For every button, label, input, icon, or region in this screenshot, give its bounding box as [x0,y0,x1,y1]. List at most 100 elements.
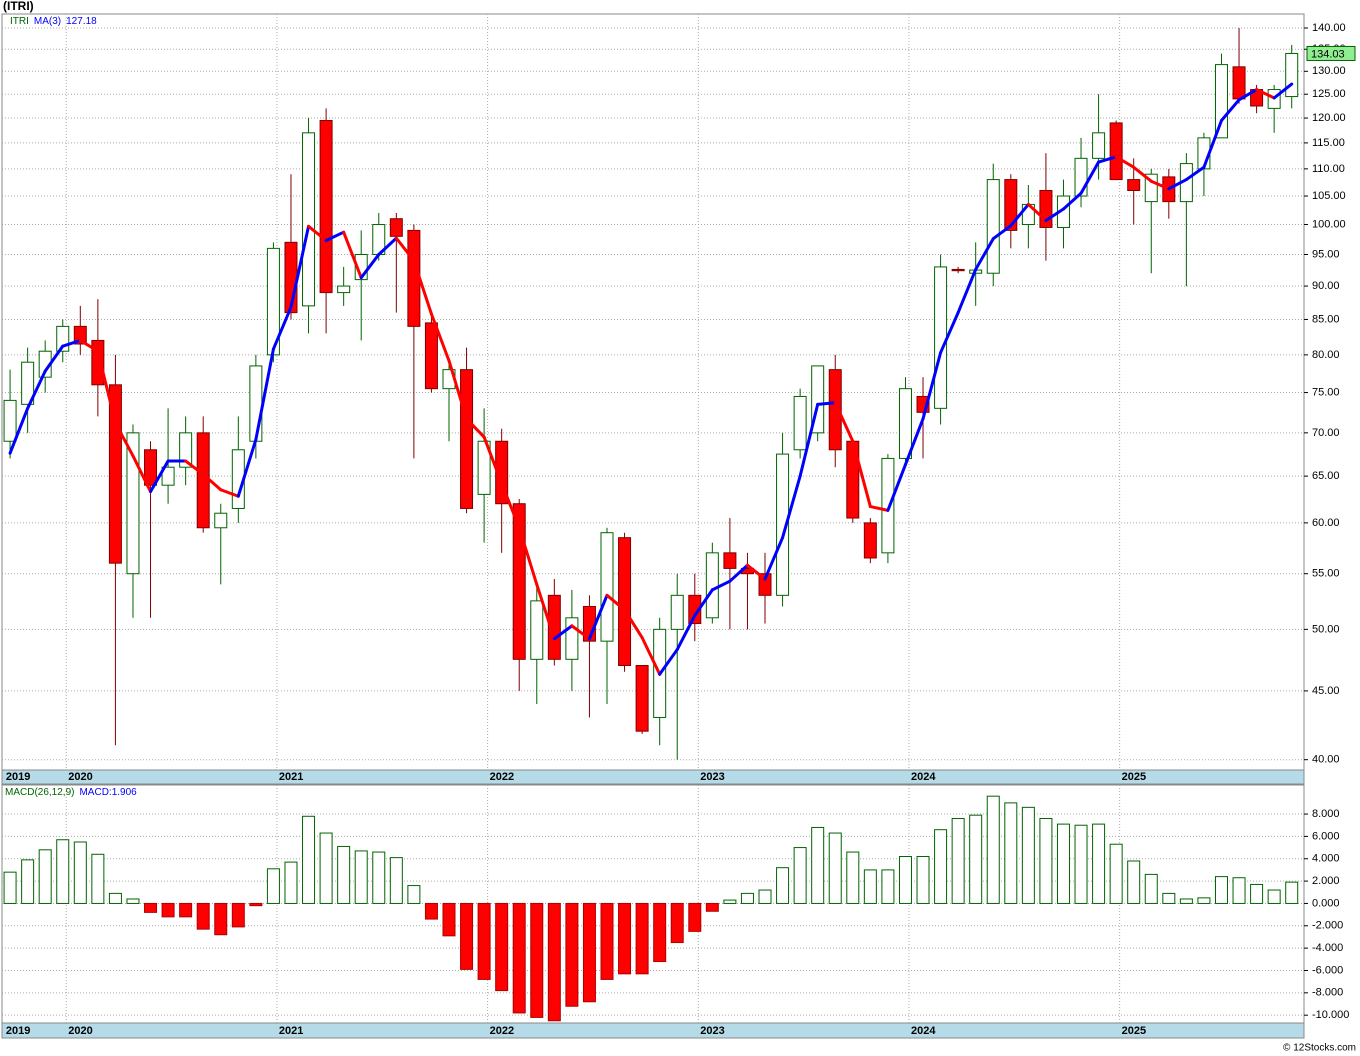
macd-bar [705,902,719,912]
ma-line [1272,82,1294,100]
macd-bar [407,885,421,904]
ma-line [394,236,416,263]
ma-line [623,608,644,640]
macd-bar [688,902,702,932]
candle-body [1214,64,1228,139]
ma-line [342,230,363,280]
y-tick-label: 100.00 [1312,218,1346,230]
macd-bar [196,902,210,930]
ma-line [833,401,855,443]
ma-line [8,406,30,455]
y-tick-label: -4.000 [1312,942,1343,954]
macd-bar [1074,824,1088,904]
candle-body [530,600,544,660]
candle-body [1092,132,1106,159]
candle-body [302,132,316,307]
macd-bar [389,857,403,904]
candle-body [565,617,579,660]
ma-line [605,593,627,612]
ma-line [26,369,47,410]
ma-line [219,488,240,498]
ma-line [1219,98,1241,122]
y-tick-label: 8.000 [1312,808,1340,820]
candle-body [1004,179,1018,231]
x-tick-label: 2021 [279,771,303,783]
y-tick-label: 95.00 [1312,248,1340,260]
candle-body [705,552,719,619]
legend: MACD(26,12,9) MACD:1.906 [5,787,137,798]
ma-line [974,237,995,271]
candle-body [424,322,438,390]
macd-bar [758,889,772,904]
candle-body [91,339,105,386]
candle-body [635,665,649,732]
ma-line [324,230,346,243]
candle-body [758,573,772,596]
candle-body [600,532,614,642]
ma-line [1132,165,1153,183]
macd-bar [863,869,877,904]
x-tick-label: 2020 [68,1025,92,1037]
macd-bar [1214,876,1228,904]
macd-bar [231,902,245,928]
macd-bar [951,818,965,904]
legend-entry: MA(3) [34,16,61,27]
x-tick-label: 2022 [490,771,514,783]
macd-bar [3,871,17,904]
y-tick-label: -10.000 [1312,1009,1349,1021]
ma-line [675,614,697,652]
macd-bar [811,826,825,904]
ma-line [1237,88,1259,102]
ma-line [307,224,328,243]
ma-line [710,579,732,592]
macd-bar [600,902,614,980]
ma-line [113,421,135,458]
y-tick-label: 60.00 [1312,517,1340,529]
y-tick-label: 2.000 [1312,875,1340,887]
ma-line [728,563,749,583]
macd-bar [1232,877,1246,904]
candle-body [793,395,807,451]
ma-line [1044,207,1065,222]
ma-line [1079,160,1101,195]
macd-bar [266,868,280,904]
candle-body [863,522,877,559]
last-price-box [1306,45,1356,61]
macd-bar [723,899,737,904]
ma-line [517,526,539,586]
ma-line [78,338,100,353]
candle-body [1127,179,1141,191]
y-tick-label: 110.00 [1312,163,1345,175]
y-tick-label: 6.000 [1312,830,1340,842]
page-title: (ITRI) [3,0,34,13]
ma-line [1026,202,1048,222]
macd-bar [1127,860,1141,904]
macd-bar [828,832,842,904]
macd-bar [126,898,140,904]
x-tick-label: 2019 [6,771,30,783]
ma-line [377,236,398,256]
ma-line [1097,155,1118,164]
ma-line [991,224,1013,241]
candle-body [688,594,702,625]
candle-body [214,512,228,529]
candle-body [670,594,684,630]
ma-line [956,267,978,315]
candle-body [389,218,403,237]
candle-body [3,399,17,442]
y-tick-label: 45.00 [1312,685,1340,697]
ma-line [1167,178,1188,191]
macd-bar [337,845,351,904]
ma-line [1184,165,1206,182]
y-tick-label: 130.00 [1312,65,1346,77]
ma-line [271,305,293,351]
macd-bar [424,902,438,920]
y-tick-label: 65.00 [1312,470,1340,482]
ma-line [149,459,170,494]
x-tick-label: 2019 [6,1025,30,1037]
macd-bar [460,902,474,970]
ma-line [43,344,65,373]
footer: © 12Stocks.com [1283,1043,1356,1054]
macd-bar [1092,823,1106,904]
